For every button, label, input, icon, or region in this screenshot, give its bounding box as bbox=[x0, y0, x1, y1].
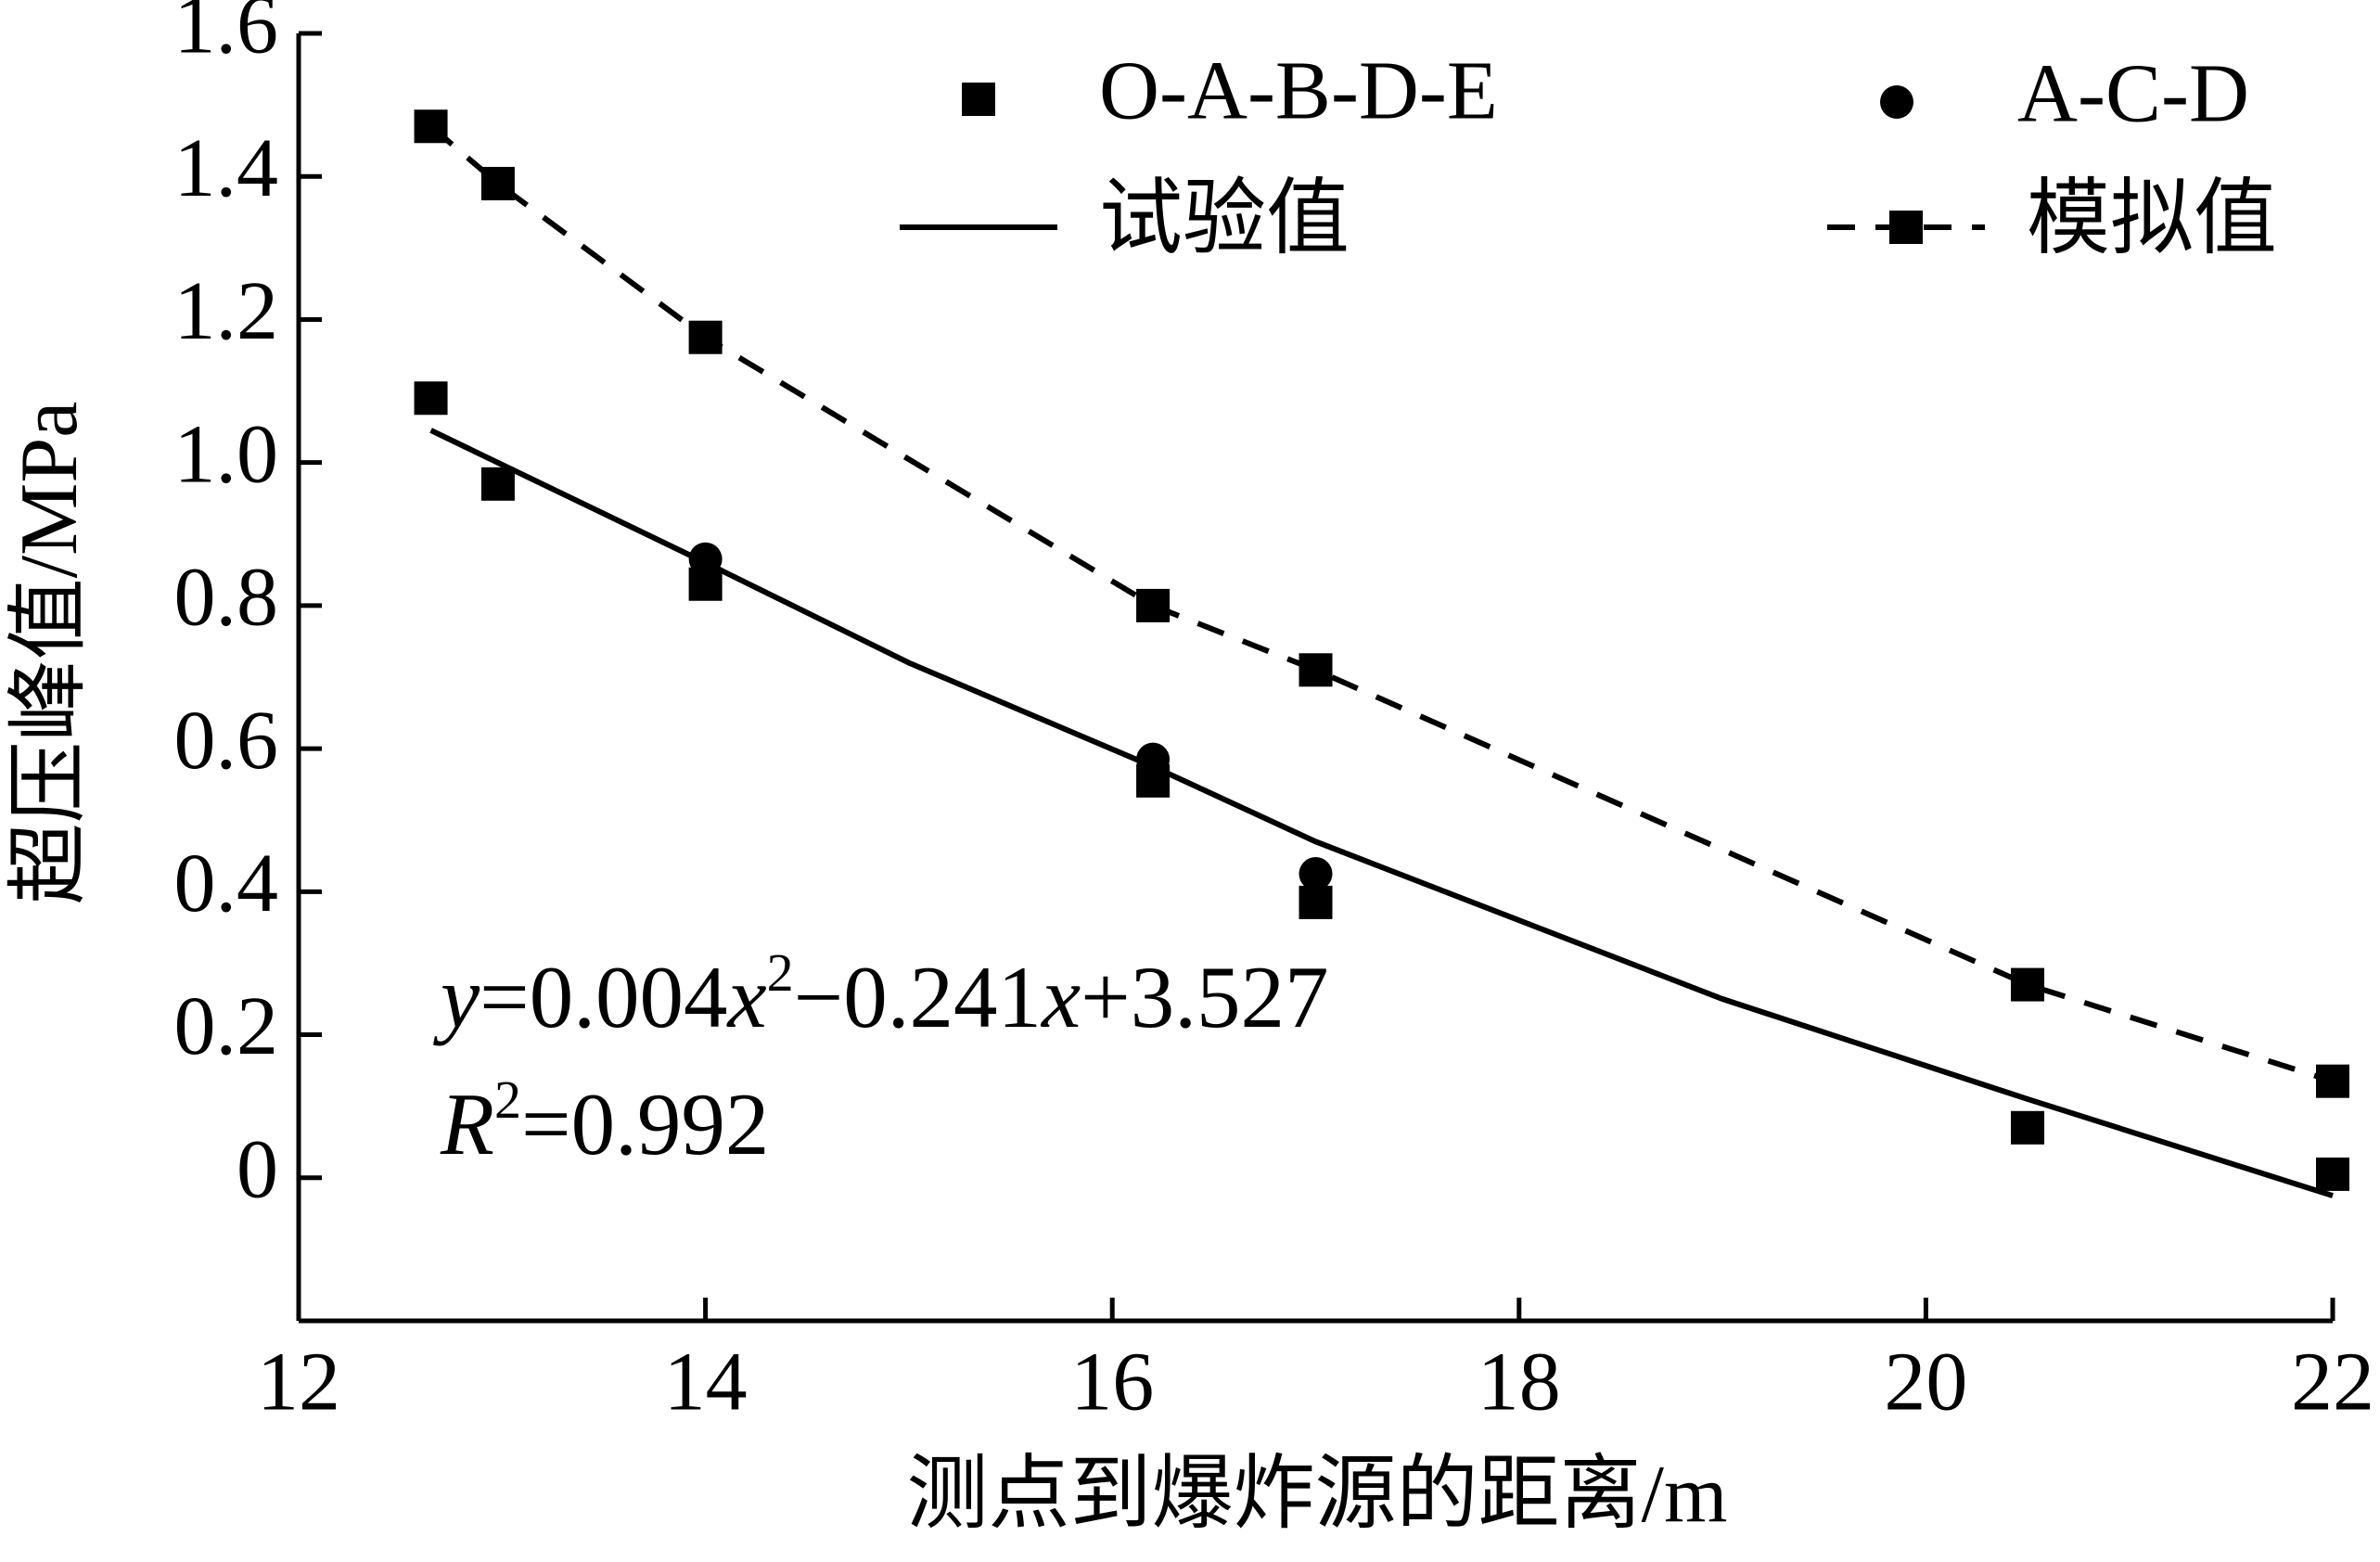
eq-part: +3.527 bbox=[1081, 948, 1328, 1046]
eq-part: =0.004 bbox=[480, 948, 727, 1046]
legend-label: O-A-B-D-E bbox=[1099, 45, 1498, 137]
eq-part: −0.241 bbox=[794, 948, 1042, 1046]
marker bbox=[1299, 857, 1333, 891]
y-tick-label: 1.4 bbox=[174, 122, 279, 214]
y-tick-label: 0.8 bbox=[174, 552, 279, 644]
marker bbox=[1136, 588, 1171, 622]
eq-part: =0.992 bbox=[521, 1075, 769, 1173]
marker bbox=[1880, 85, 1913, 119]
marker bbox=[962, 83, 995, 116]
r-squared: R2=0.992 bbox=[440, 1069, 769, 1172]
marker bbox=[480, 166, 515, 200]
eq-part: x bbox=[1040, 948, 1081, 1046]
eq-part: 2 bbox=[494, 1069, 521, 1130]
marker bbox=[688, 320, 723, 354]
eq-part: 2 bbox=[767, 942, 794, 1003]
series-line bbox=[429, 123, 2334, 1084]
y-tick-label: 0.2 bbox=[174, 980, 279, 1072]
y-axis-title: 超压峰值/MPa bbox=[5, 402, 95, 905]
equation: y=0.004x2−0.241x+3.527 bbox=[433, 942, 1329, 1045]
legend-label: 试验值 bbox=[1099, 173, 1350, 265]
eq-part: R bbox=[440, 1075, 494, 1173]
x-axis-title: 测点到爆炸源的距离/m bbox=[907, 1450, 1728, 1540]
legend-label: A-C-D bbox=[2017, 48, 2249, 140]
marker bbox=[1299, 653, 1333, 687]
eq-part: y bbox=[433, 948, 480, 1046]
y-tick-label: 1.0 bbox=[174, 408, 279, 500]
x-tick-label: 14 bbox=[664, 1337, 748, 1428]
marker bbox=[414, 109, 448, 144]
marker bbox=[414, 381, 448, 416]
x-tick-label: 12 bbox=[257, 1337, 340, 1428]
series-line bbox=[429, 428, 2334, 1198]
y-tick-label: 0 bbox=[237, 1123, 278, 1215]
y-tick-label: 0.6 bbox=[174, 695, 279, 787]
x-tick-label: 16 bbox=[1070, 1337, 1154, 1428]
marker bbox=[1889, 211, 1923, 244]
eq-part: x bbox=[726, 948, 767, 1046]
legend-label: 模拟值 bbox=[2027, 173, 2277, 265]
x-tick-label: 20 bbox=[1884, 1337, 1967, 1428]
marker bbox=[480, 467, 515, 501]
marker bbox=[2316, 1157, 2349, 1191]
marker bbox=[2011, 1110, 2045, 1145]
marker bbox=[1299, 885, 1333, 919]
marker bbox=[2316, 1064, 2349, 1098]
y-tick-label: 0.4 bbox=[174, 838, 279, 929]
marker bbox=[2011, 967, 2045, 1002]
x-tick-label: 22 bbox=[2291, 1337, 2374, 1428]
y-tick-label: 1.2 bbox=[174, 265, 279, 357]
y-tick-label: 1.6 bbox=[174, 0, 279, 71]
x-tick-label: 18 bbox=[1478, 1337, 1561, 1428]
